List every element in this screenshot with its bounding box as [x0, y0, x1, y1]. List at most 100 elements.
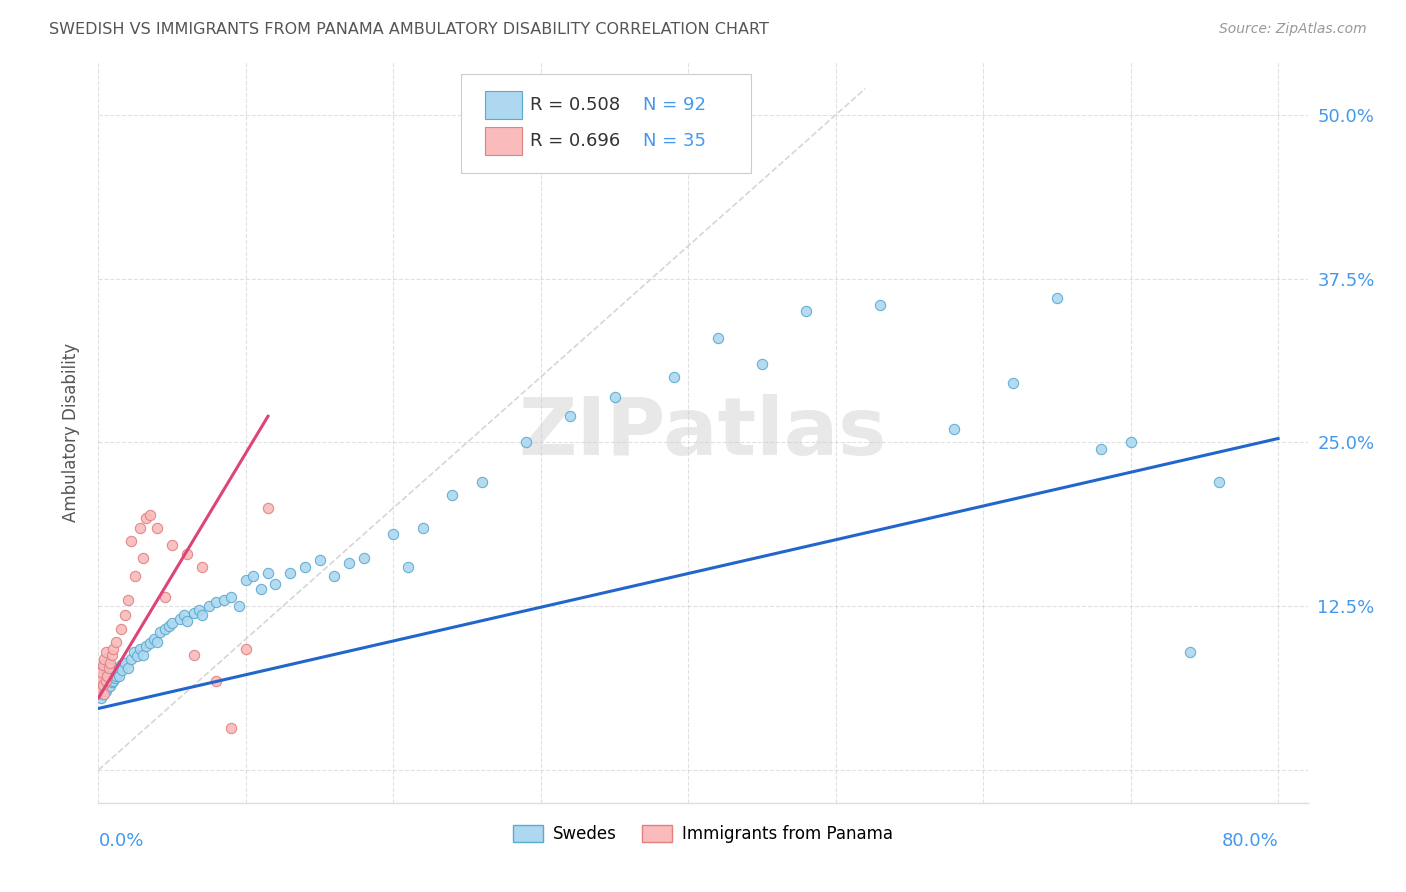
- Point: [560, 409, 582, 424]
- Point: [146, 521, 169, 535]
- Point: [90, 690, 112, 705]
- Point: [122, 645, 145, 659]
- Point: [146, 634, 169, 648]
- Point: [94, 645, 117, 659]
- Point: [93, 671, 115, 685]
- Point: [96, 670, 118, 684]
- Point: [1178, 645, 1201, 659]
- Point: [190, 608, 212, 623]
- Point: [242, 569, 264, 583]
- Point: [441, 488, 464, 502]
- Point: [264, 577, 287, 591]
- Point: [353, 550, 375, 565]
- Point: [128, 642, 150, 657]
- Point: [382, 527, 405, 541]
- Point: [176, 614, 198, 628]
- Point: [98, 656, 121, 670]
- Point: [205, 673, 228, 688]
- Point: [198, 599, 221, 614]
- Point: [135, 639, 157, 653]
- Point: [94, 684, 117, 698]
- Point: [396, 560, 419, 574]
- Point: [1046, 291, 1069, 305]
- Point: [105, 669, 128, 683]
- Point: [96, 669, 118, 683]
- Point: [105, 634, 128, 648]
- Point: [160, 616, 183, 631]
- Point: [93, 687, 115, 701]
- Point: [91, 678, 114, 692]
- Point: [117, 661, 139, 675]
- FancyBboxPatch shape: [485, 91, 522, 120]
- Text: 80.0%: 80.0%: [1222, 831, 1278, 849]
- FancyBboxPatch shape: [461, 73, 751, 173]
- Point: [257, 500, 280, 515]
- Point: [100, 648, 122, 662]
- Point: [94, 673, 117, 688]
- Point: [94, 656, 117, 670]
- Point: [942, 422, 965, 436]
- Point: [212, 592, 235, 607]
- Point: [235, 573, 257, 587]
- Point: [108, 669, 131, 683]
- Point: [128, 521, 150, 535]
- Point: [89, 671, 111, 685]
- Point: [515, 435, 537, 450]
- Point: [101, 673, 124, 688]
- Point: [149, 625, 172, 640]
- Point: [173, 608, 195, 623]
- Point: [153, 622, 176, 636]
- Point: [1090, 442, 1112, 456]
- Point: [94, 666, 117, 681]
- Point: [294, 560, 316, 574]
- Point: [869, 298, 891, 312]
- Point: [183, 648, 205, 662]
- Point: [90, 665, 112, 679]
- Point: [110, 622, 132, 636]
- Text: ZIPatlas: ZIPatlas: [519, 393, 887, 472]
- Point: [190, 560, 212, 574]
- Point: [90, 665, 112, 679]
- Point: [157, 619, 180, 633]
- Point: [93, 658, 115, 673]
- Point: [125, 648, 148, 663]
- Point: [110, 658, 132, 673]
- Point: [228, 599, 250, 614]
- Point: [89, 681, 111, 696]
- Point: [794, 304, 817, 318]
- Point: [98, 666, 121, 681]
- Point: [97, 657, 120, 671]
- Point: [120, 651, 142, 665]
- Text: N = 92: N = 92: [643, 96, 706, 114]
- Point: [124, 569, 146, 583]
- Point: [97, 667, 120, 681]
- Point: [249, 582, 271, 597]
- Point: [1001, 376, 1024, 391]
- Point: [131, 648, 153, 662]
- Point: [471, 475, 494, 489]
- Point: [97, 661, 120, 675]
- Point: [135, 511, 157, 525]
- Point: [183, 606, 205, 620]
- Point: [278, 566, 301, 581]
- Point: [104, 671, 127, 685]
- FancyBboxPatch shape: [485, 127, 522, 155]
- Point: [89, 684, 111, 698]
- Point: [235, 642, 257, 657]
- Point: [176, 547, 198, 561]
- Point: [101, 642, 124, 657]
- Point: [139, 508, 162, 522]
- Point: [96, 659, 118, 673]
- Point: [143, 632, 166, 646]
- Point: [412, 521, 434, 535]
- Point: [153, 590, 176, 604]
- Point: [219, 590, 242, 604]
- Point: [308, 553, 330, 567]
- Point: [98, 679, 121, 693]
- Point: [89, 678, 111, 692]
- Point: [117, 592, 139, 607]
- Point: [139, 636, 162, 650]
- Point: [323, 569, 346, 583]
- Point: [257, 566, 280, 581]
- Point: [114, 608, 136, 623]
